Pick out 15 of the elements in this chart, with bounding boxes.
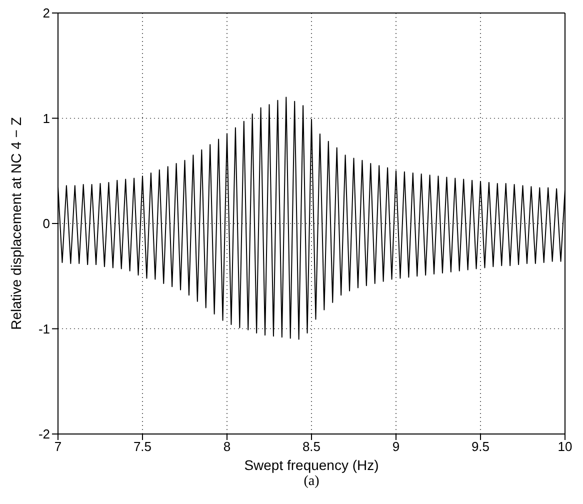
y-tick-label: -2 <box>38 426 50 442</box>
x-tick-label: 8.5 <box>302 439 321 454</box>
x-tick-label: 7.5 <box>133 439 152 454</box>
y-tick-label: 1 <box>42 110 50 126</box>
y-tick-label: 0 <box>42 216 50 232</box>
y-tick-label: 2 <box>42 6 50 21</box>
text: (a) <box>302 474 320 490</box>
x-tick-label: 9.5 <box>471 439 490 454</box>
y-axis-title: Relative displacement at NC 4 − Z <box>8 116 24 330</box>
x-tick-label: 10 <box>558 439 572 454</box>
x-tick-label: 7 <box>54 439 62 454</box>
x-tick-label: 8 <box>223 439 231 454</box>
x-tick-label: 9 <box>392 439 400 454</box>
x-axis-title: Swept frequency (Hz) <box>244 457 379 473</box>
y-tick-label: -1 <box>38 321 50 336</box>
